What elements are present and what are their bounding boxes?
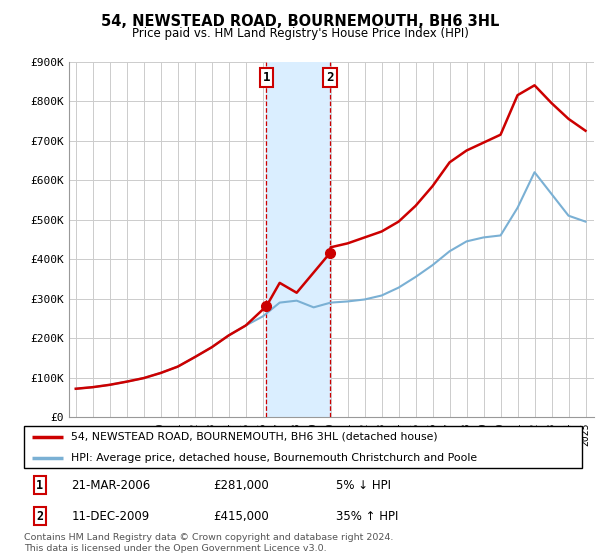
Text: £281,000: £281,000 bbox=[214, 479, 269, 492]
Text: HPI: Average price, detached house, Bournemouth Christchurch and Poole: HPI: Average price, detached house, Bour… bbox=[71, 453, 478, 463]
Text: 2: 2 bbox=[326, 71, 334, 84]
Text: Price paid vs. HM Land Registry's House Price Index (HPI): Price paid vs. HM Land Registry's House … bbox=[131, 27, 469, 40]
Text: 5% ↓ HPI: 5% ↓ HPI bbox=[337, 479, 391, 492]
Text: Contains HM Land Registry data © Crown copyright and database right 2024.
This d: Contains HM Land Registry data © Crown c… bbox=[24, 533, 394, 553]
Text: 35% ↑ HPI: 35% ↑ HPI bbox=[337, 510, 399, 523]
Bar bbox=[266, 62, 330, 417]
Text: 11-DEC-2009: 11-DEC-2009 bbox=[71, 510, 149, 523]
Text: 1: 1 bbox=[263, 71, 270, 84]
Text: 2: 2 bbox=[36, 510, 43, 523]
Text: £415,000: £415,000 bbox=[214, 510, 269, 523]
Text: 21-MAR-2006: 21-MAR-2006 bbox=[71, 479, 151, 492]
Text: 1: 1 bbox=[36, 479, 43, 492]
Text: 54, NEWSTEAD ROAD, BOURNEMOUTH, BH6 3HL: 54, NEWSTEAD ROAD, BOURNEMOUTH, BH6 3HL bbox=[101, 14, 499, 29]
Text: 54, NEWSTEAD ROAD, BOURNEMOUTH, BH6 3HL (detached house): 54, NEWSTEAD ROAD, BOURNEMOUTH, BH6 3HL … bbox=[71, 432, 438, 442]
